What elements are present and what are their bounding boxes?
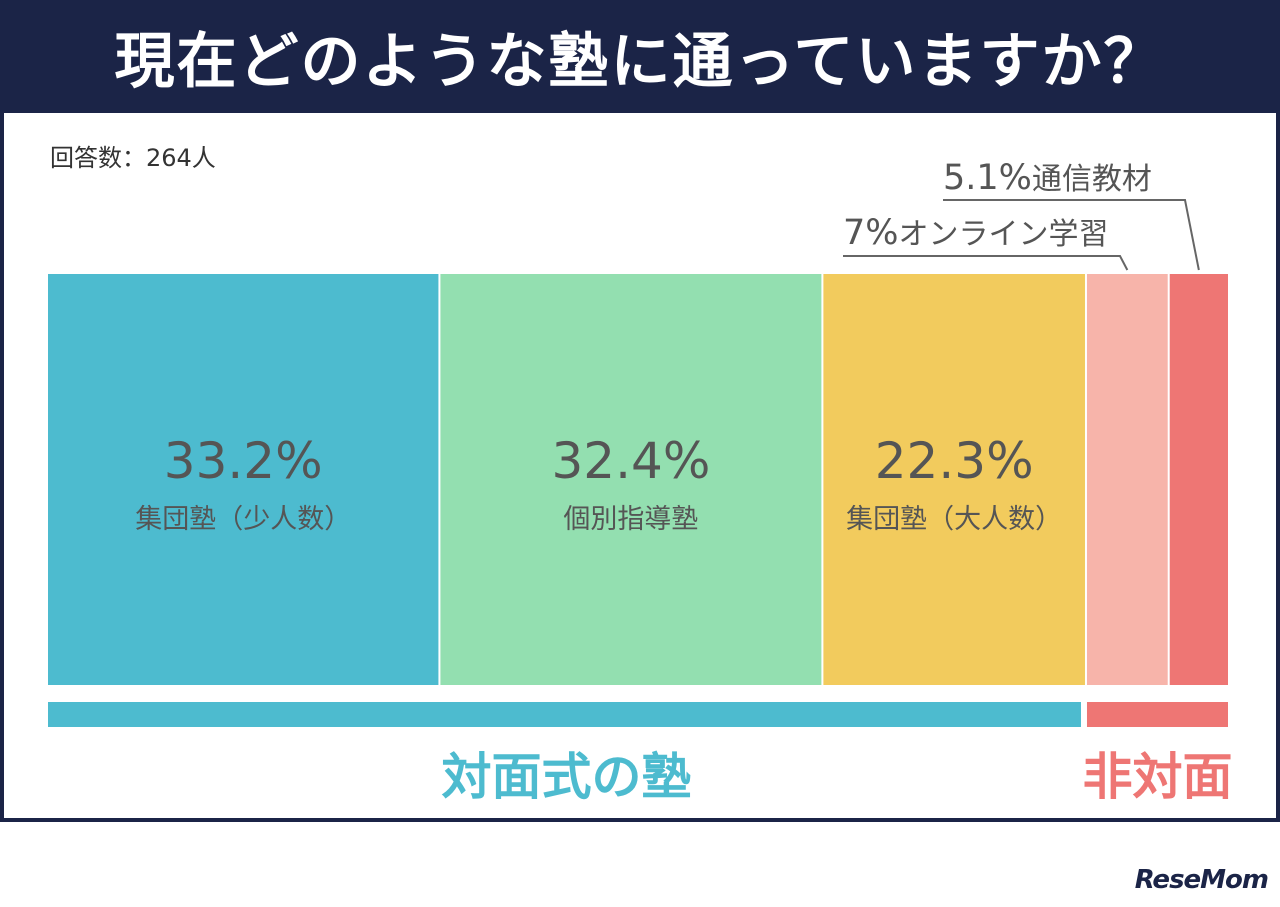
segment-category-label: 集団塾（大人数） <box>846 504 1062 535</box>
respondent-count: 回答数：264人 <box>50 144 216 172</box>
group-label-2: 非対面 <box>1082 748 1232 806</box>
bar-segment-4 <box>1086 274 1168 685</box>
resemom-logo: ReseMom <box>1134 865 1269 895</box>
callout-label: 5.1%通信教材 <box>943 158 1152 198</box>
bar-segment-2 <box>440 274 822 685</box>
group-label-1: 対面式の塾 <box>441 748 691 806</box>
group-bracket-2 <box>1086 702 1228 727</box>
group-bracket-1 <box>48 702 1081 727</box>
segment-category-label: 集団塾（少人数） <box>135 504 351 535</box>
segment-value-label: 32.4% <box>551 432 710 490</box>
callout-leader-line <box>843 255 1129 271</box>
segment-value-label: 22.3% <box>875 432 1034 490</box>
segment-category-label: 個別指導塾 <box>563 504 698 535</box>
callout-label: 7%オンライン学習 <box>843 213 1109 253</box>
page-title: 現在どのような塾に通っていますか？ <box>114 27 1166 97</box>
callout-leader-line <box>943 199 1200 271</box>
bar-segment-3 <box>823 274 1085 685</box>
title-bar: 現在どのような塾に通っていますか？ <box>0 0 1280 113</box>
bar-segment-1 <box>48 274 439 685</box>
bar-segment-5 <box>1169 274 1228 685</box>
segment-value-label: 33.2% <box>164 432 323 490</box>
